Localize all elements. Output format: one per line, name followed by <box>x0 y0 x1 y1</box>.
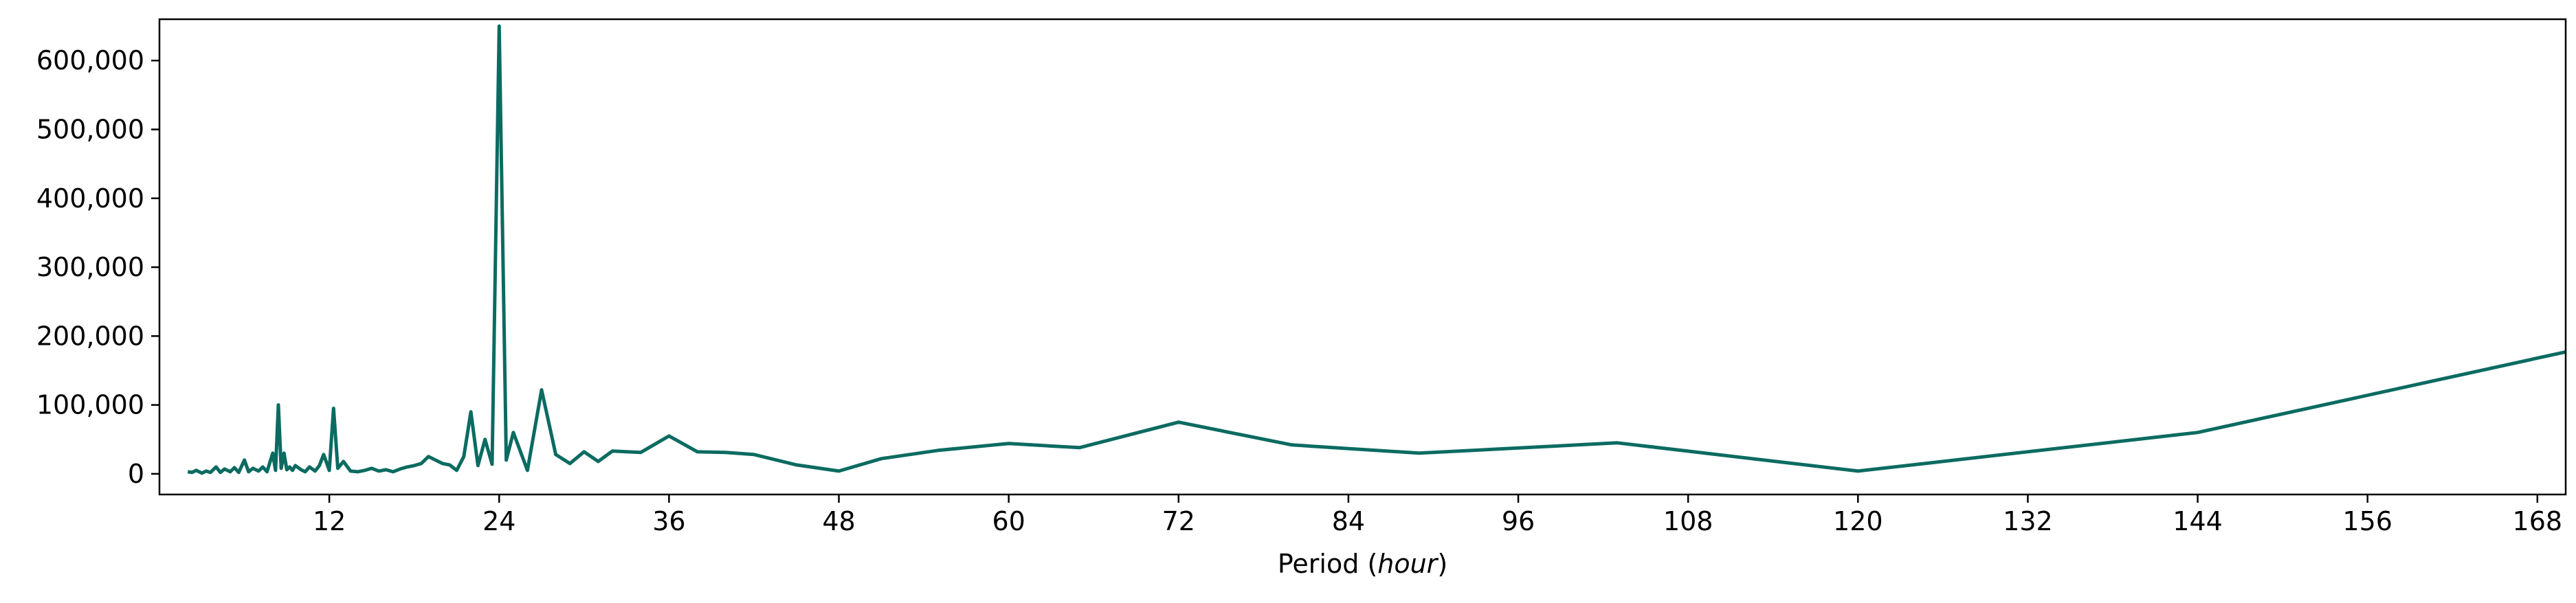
x-tick-label: 156 <box>2342 506 2392 536</box>
y-axis-ticks: 0 100,000 200,000 300,000 400,000 500,000 600,… <box>36 45 159 489</box>
series-line <box>187 24 2566 475</box>
y-tick-label: 400,000 <box>36 183 144 214</box>
y-tick-label: 500,000 <box>36 114 144 144</box>
x-tick-label: 24 <box>482 506 515 536</box>
x-tick-label: 72 <box>1162 506 1195 536</box>
plot-area-frame <box>158 18 2567 496</box>
x-tick-label: 48 <box>822 506 855 536</box>
y-tick-label: 600,000 <box>36 45 144 76</box>
x-tick-label: 84 <box>1332 506 1365 536</box>
y-tick-label: 100,000 <box>36 390 144 420</box>
x-tick-label: 96 <box>1502 506 1535 536</box>
x-tick-label: 36 <box>652 506 685 536</box>
x-tick-label: 12 <box>313 506 346 536</box>
x-axis-label-text: Period <box>1278 549 1359 579</box>
x-tick-label: 132 <box>2003 506 2053 536</box>
y-tick-label: 200,000 <box>36 321 144 351</box>
x-axis-label-open-paren: ( <box>1359 549 1377 579</box>
x-tick-label: 108 <box>1663 506 1713 536</box>
x-tick-label: 144 <box>2173 506 2223 536</box>
x-tick-label: 60 <box>992 506 1025 536</box>
x-tick-label: 120 <box>1833 506 1883 536</box>
x-axis-label-unit: hour <box>1377 549 1439 579</box>
x-axis-label-close-paren: ) <box>1437 549 1447 579</box>
x-tick-label: 168 <box>2513 506 2563 536</box>
y-tick-label: 0 <box>128 459 144 489</box>
y-tick-label: 300,000 <box>36 252 144 282</box>
x-axis-label: Period (hour) <box>1278 549 1447 579</box>
x-axis-ticks: 12 24 36 48 60 72 84 96 108 120 132 144 156 168 <box>313 494 2562 536</box>
